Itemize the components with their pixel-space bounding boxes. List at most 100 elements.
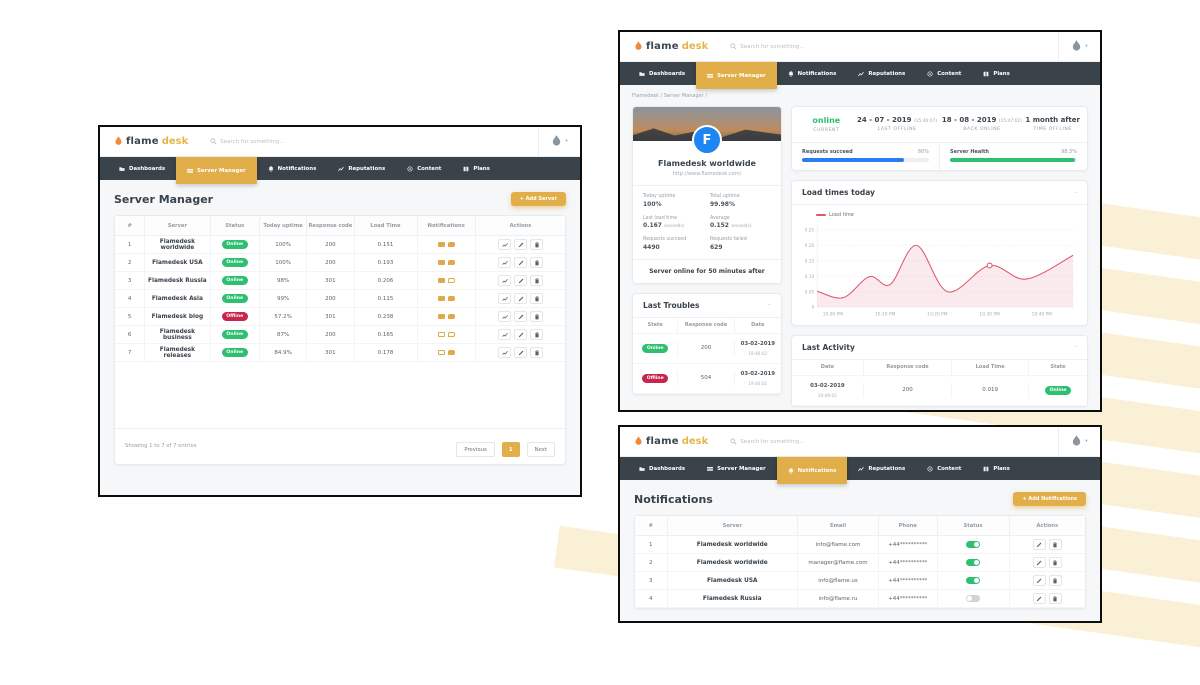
stats-button[interactable] [498,347,511,358]
disc-icon [407,165,413,172]
logo-text-desk: desk [681,41,709,52]
delete-button[interactable] [530,257,543,268]
stats-button[interactable] [498,239,511,250]
breadcrumb[interactable]: Flamedesk / Server Manager / [632,93,708,99]
search-input[interactable] [740,438,881,445]
search-bar[interactable] [210,138,538,145]
trash-icon [1053,541,1058,547]
stats-button[interactable] [498,275,511,286]
user-menu[interactable]: ▾ [538,127,580,156]
nav-item-notifications[interactable]: Notifications [776,457,848,484]
edit-button[interactable] [1032,557,1046,568]
app-header: flamedesk ▾ [100,127,580,157]
health-progress: Server Health 98.3% [939,142,1087,170]
search-input[interactable] [740,43,881,50]
row-number: 6 [127,331,132,338]
delete-button[interactable] [530,275,543,286]
row-number: 2 [127,259,132,266]
edit-button[interactable] [514,239,527,250]
search-input[interactable] [220,138,361,145]
pagination-next[interactable]: Next [526,442,555,457]
collapse-icon[interactable]: – [1074,343,1077,351]
logo-text-flame: flame [646,436,679,447]
nav-item-server-manager[interactable]: Server Manager [696,457,777,480]
nav-label: Reputations [868,465,906,472]
delete-button[interactable] [530,347,543,358]
uptime: 84.9% [259,344,306,361]
nav-item-dashboards[interactable]: Dashboards [628,62,696,85]
flamedesk-logo[interactable]: flame desk [114,136,188,147]
nav-item-dashboards[interactable]: Dashboards [628,457,696,480]
stats-button[interactable] [498,311,511,322]
pagination-previous[interactable]: Previous [456,442,495,457]
flamedesk-logo[interactable]: flame desk [634,436,708,447]
server-url[interactable]: http://www.flamedesk.com/ [672,171,742,177]
nav-item-server-manager[interactable]: Server Manager [176,157,257,184]
time: 19:46:02 [748,380,768,386]
svg-text:0.15: 0.15 [805,258,815,264]
search-bar[interactable] [730,438,1058,445]
nav-item-dashboards[interactable]: Dashboards [108,157,176,180]
status-toggle[interactable] [966,541,980,548]
pagination-page-1[interactable]: 1 [501,442,520,457]
nav-item-plans[interactable]: Plans [452,157,500,180]
add-notifications-button[interactable]: + Add Notifications [1013,492,1086,506]
delete-button[interactable] [1048,593,1062,604]
nav-item-plans[interactable]: Plans [972,457,1020,480]
nav-item-content[interactable]: Content [396,157,452,180]
stats-button[interactable] [498,329,511,340]
response-code: 301 [306,308,353,325]
status-toggle[interactable] [966,559,980,566]
edit-button[interactable] [514,311,527,322]
delete-button[interactable] [530,239,543,250]
status-toggle[interactable] [966,577,980,584]
nav-label: Notifications [797,70,837,77]
svg-text:0.25: 0.25 [805,227,815,233]
status-toggle[interactable] [966,595,980,602]
delete-button[interactable] [1048,575,1062,586]
delete-button[interactable] [1048,557,1062,568]
bell-icon [788,467,794,474]
response-code: 200 [306,254,353,271]
edit-button[interactable] [514,257,527,268]
user-menu[interactable]: ▾ [1058,32,1100,61]
nav-item-reputations[interactable]: Reputations [847,457,916,480]
page-title: Server Manager [114,192,214,206]
stats-button[interactable] [498,257,511,268]
book-icon [463,166,469,171]
pencil-icon [518,314,523,319]
response-code: 301 [306,272,353,289]
nav-item-reputations[interactable]: Reputations [327,157,396,180]
nav-item-notifications[interactable]: Notifications [777,62,848,85]
user-menu[interactable]: ▾ [1058,427,1100,456]
stats-button[interactable] [498,293,511,304]
nav-item-plans[interactable]: Plans [972,62,1020,85]
edit-button[interactable] [514,293,527,304]
edit-button[interactable] [514,347,527,358]
server-icon [187,168,194,173]
delete-button[interactable] [530,293,543,304]
edit-button[interactable] [514,329,527,340]
server-name: Flamedesk Russia [666,590,798,607]
delete-button[interactable] [530,329,543,340]
collapse-icon[interactable]: – [1074,188,1077,196]
edit-button[interactable] [1032,575,1046,586]
nav-item-content[interactable]: Content [916,457,972,480]
mail-icon [437,332,445,337]
delete-button[interactable] [530,311,543,322]
add-server-button[interactable]: + Add Server [510,192,566,206]
search-bar[interactable] [730,43,1058,50]
nav-item-reputations[interactable]: Reputations [847,62,916,85]
nav-item-server-manager[interactable]: Server Manager [696,62,777,89]
edit-button[interactable] [1032,593,1046,604]
edit-button[interactable] [1032,539,1046,550]
email: manager@flame.com [797,554,878,571]
nav-item-notifications[interactable]: Notifications [257,157,328,180]
delete-button[interactable] [1048,539,1062,550]
collapse-icon[interactable]: – [768,301,771,308]
server-name: Flamedesk business [144,326,209,343]
flamedesk-logo[interactable]: flame desk [634,41,708,52]
edit-button[interactable] [514,275,527,286]
nav-item-content[interactable]: Content [916,62,972,85]
logo-text-flame: flame [126,136,159,147]
